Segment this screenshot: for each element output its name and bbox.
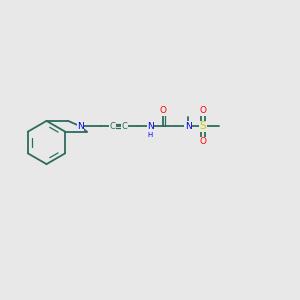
Text: C: C	[110, 122, 116, 131]
Text: N: N	[147, 122, 154, 131]
Text: O: O	[200, 137, 207, 146]
Text: H: H	[148, 132, 153, 138]
Text: N: N	[185, 122, 191, 131]
Text: S: S	[200, 121, 206, 131]
Text: O: O	[200, 106, 207, 115]
Text: N: N	[77, 122, 84, 131]
Text: C: C	[121, 122, 127, 131]
Text: O: O	[160, 106, 167, 115]
